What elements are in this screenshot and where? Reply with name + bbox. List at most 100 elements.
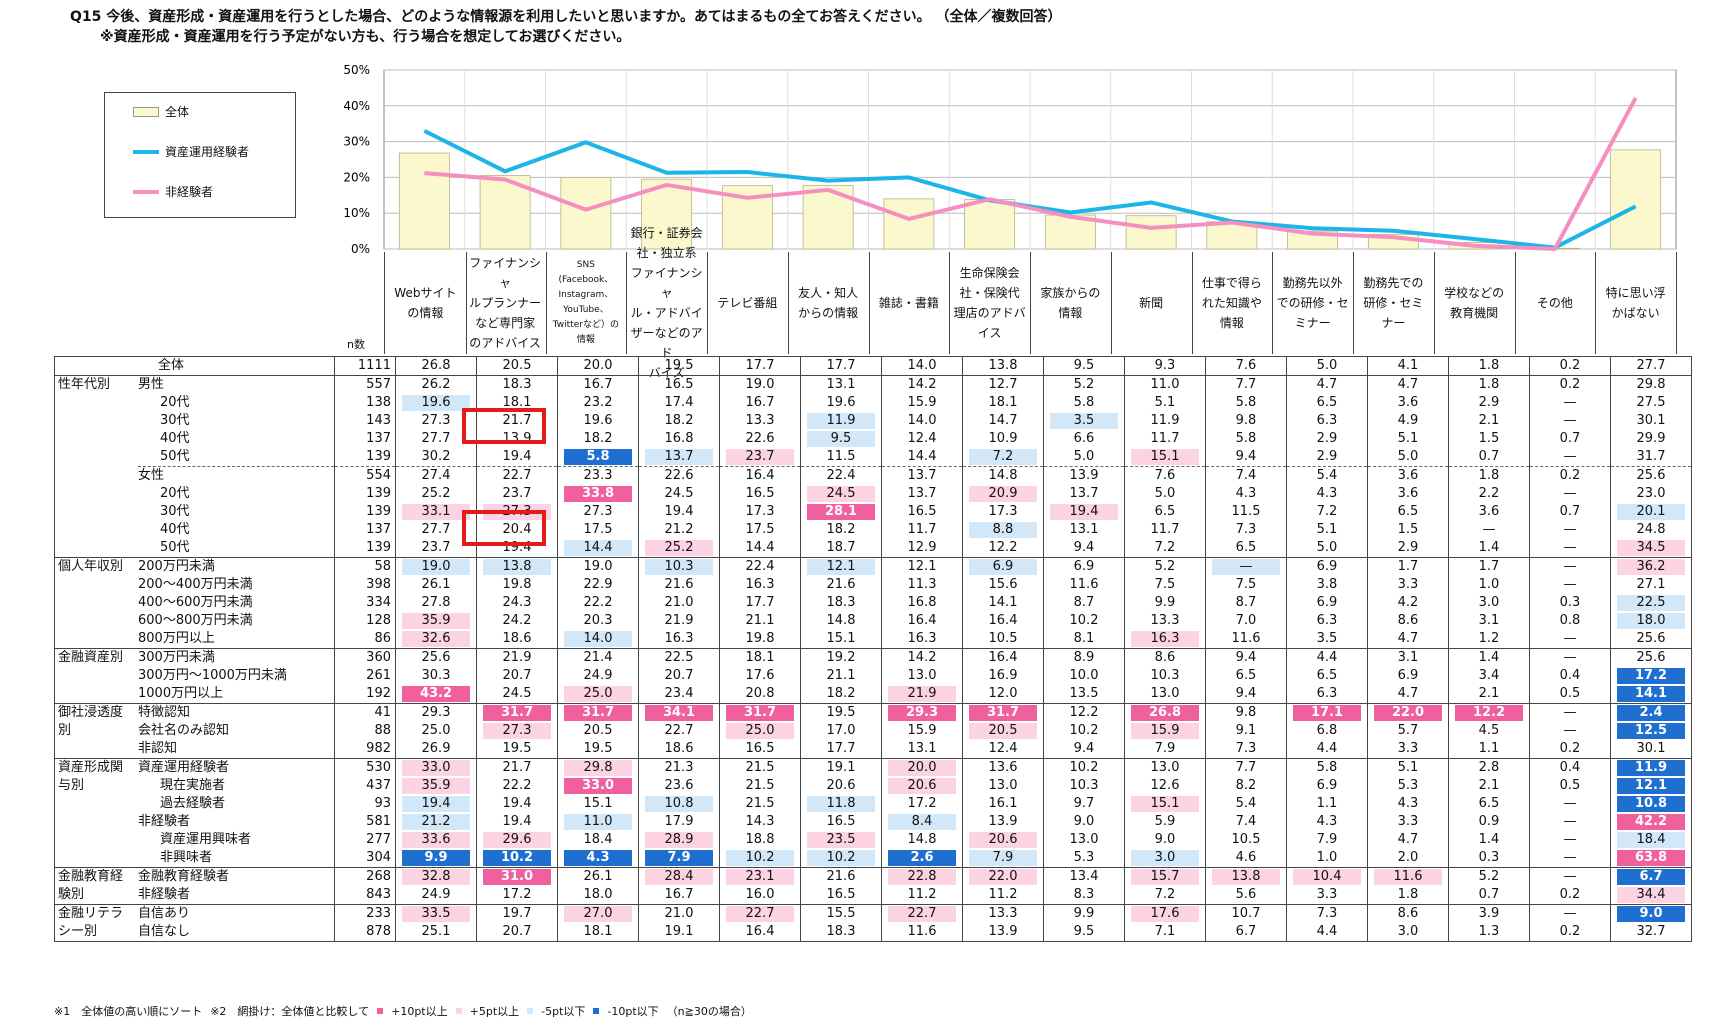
data-cell: 13.5: [1043, 685, 1125, 704]
data-cell: 12.7: [962, 375, 1044, 394]
data-cell: 6.3: [1286, 685, 1368, 704]
cell-value: 25.2: [421, 486, 451, 501]
cell-value: 5.0: [1316, 540, 1338, 555]
cell-value: 16.3: [1131, 631, 1199, 647]
data-cell: 17.2: [1610, 667, 1692, 685]
cell-value: 23.7: [421, 540, 451, 555]
data-cell: 63.8: [1610, 849, 1692, 868]
cell-value: 10.9: [988, 431, 1018, 446]
cell-value: 20.1: [1617, 504, 1685, 520]
cell-value: 17.2: [502, 887, 532, 902]
data-cell: 5.4: [1286, 466, 1368, 485]
cell-value: 9.0: [1154, 832, 1176, 847]
cell-value: 9.3: [1154, 358, 1176, 373]
data-cell: 27.1: [1610, 576, 1692, 594]
column-header: 新聞: [1111, 252, 1193, 354]
cell-value: 12.7: [988, 377, 1018, 392]
data-cell: 17.3: [962, 503, 1044, 521]
data-cell: 21.9: [881, 685, 963, 704]
cell-value: 7.7: [1235, 377, 1257, 392]
data-cell: 33.8: [557, 485, 639, 503]
cell-value: 11.3: [907, 577, 937, 592]
data-cell: 9.7: [1043, 795, 1125, 813]
row-label: 30代: [138, 503, 335, 521]
cell-value: 13.8: [1212, 869, 1280, 885]
data-cell: 13.6: [962, 758, 1044, 777]
cell-value: 15.9: [907, 395, 937, 410]
data-cell: 7.5: [1124, 576, 1206, 594]
n-count: 268: [334, 867, 396, 886]
column-header: 学校などの 教育機関: [1434, 252, 1516, 354]
data-cell: 33.0: [557, 777, 639, 795]
row-group-label: 御社浸透度: [54, 703, 138, 722]
data-cell: 20.9: [962, 485, 1044, 503]
cell-value: 6.9: [1316, 559, 1338, 574]
cell-value: 1.4: [1478, 650, 1500, 665]
row-label: 非興味者: [138, 849, 335, 868]
row-group-label: [54, 521, 138, 539]
cell-value: 11.8: [807, 796, 875, 812]
data-cell: 13.1: [881, 740, 963, 759]
data-cell: 20.8: [719, 685, 801, 704]
data-cell: —: [1529, 539, 1611, 558]
table-row: 資産運用興味者 277 33.6 29.6 18.4 28.9 18.8 23.5 14.8 20…: [54, 831, 1692, 849]
table-row: 50代 139 23.7 19.4 14.4 25.2 14.4 18.7 12.9 12.2 9.…: [54, 539, 1692, 558]
data-cell: 14.0: [881, 412, 963, 430]
data-cell: 33.0: [395, 758, 477, 777]
data-cell: 15.6: [962, 576, 1044, 594]
data-cell: 23.5: [800, 831, 882, 849]
cell-value: 8.4: [888, 814, 956, 830]
cell-value: 20.0: [888, 760, 956, 776]
data-cell: 26.9: [395, 740, 477, 759]
cell-value: 22.4: [745, 559, 775, 574]
n-count: 139: [334, 485, 396, 503]
data-cell: 28.9: [638, 831, 720, 849]
data-cell: 12.1: [800, 557, 882, 576]
data-cell: 20.7: [476, 923, 558, 942]
row-group-label: [54, 594, 138, 612]
cell-value: 11.6: [1231, 631, 1261, 646]
cell-value: 1.8: [1478, 468, 1500, 483]
cell-value: 18.1: [502, 395, 532, 410]
cell-value: 15.1: [1131, 796, 1199, 812]
cell-value: 14.4: [907, 449, 937, 464]
cell-value: 10.2: [1069, 760, 1099, 775]
cell-value: 27.3: [421, 413, 451, 428]
data-cell: 12.2: [962, 539, 1044, 558]
row-group-label: 性年代別: [54, 375, 138, 394]
data-cell: 7.1: [1124, 923, 1206, 942]
cell-value: 13.1: [826, 377, 856, 392]
cell-value: 11.9: [1150, 413, 1180, 428]
cell-value: 24.3: [502, 595, 532, 610]
data-cell: 29.3: [395, 703, 477, 722]
cell-value: 13.4: [1069, 869, 1099, 884]
data-cell: 16.4: [962, 648, 1044, 667]
data-cell: 8.2: [1205, 777, 1287, 795]
data-cell: 17.4: [638, 394, 720, 412]
column-header: 勤務先以外 での研修・セ ミナー: [1272, 252, 1354, 354]
cell-value: 1.0: [1478, 577, 1500, 592]
row-group-label: [54, 612, 138, 630]
data-cell: 20.7: [638, 667, 720, 685]
cell-value: 30.2: [421, 449, 451, 464]
table-row: 験別 非経験者 843 24.9 17.2 18.0 16.7 16.0 16.5 11.2 11.…: [54, 886, 1692, 905]
data-cell: 4.3: [1205, 485, 1287, 503]
column-header: 家族からの 情報: [1030, 252, 1112, 354]
cell-value: 33.1: [402, 504, 470, 520]
data-cell: 7.6: [1205, 356, 1287, 376]
cell-value: 25.0: [726, 723, 794, 739]
data-cell: 33.5: [395, 904, 477, 923]
cell-value: 18.2: [826, 522, 856, 537]
cell-value: 22.5: [1617, 595, 1685, 611]
data-cell: 11.6: [1043, 576, 1125, 594]
data-cell: 13.0: [1043, 831, 1125, 849]
cell-value: 11.2: [988, 887, 1018, 902]
data-cell: 3.5: [1286, 630, 1368, 649]
cell-value: 16.5: [745, 741, 775, 756]
cell-value: 13.8: [483, 559, 551, 575]
data-cell: 5.0: [1286, 539, 1368, 558]
cell-value: 0.2: [1559, 924, 1581, 939]
cell-value: 34.4: [1617, 887, 1685, 903]
data-cell: 20.7: [476, 667, 558, 685]
cell-value: 6.3: [1316, 613, 1338, 628]
